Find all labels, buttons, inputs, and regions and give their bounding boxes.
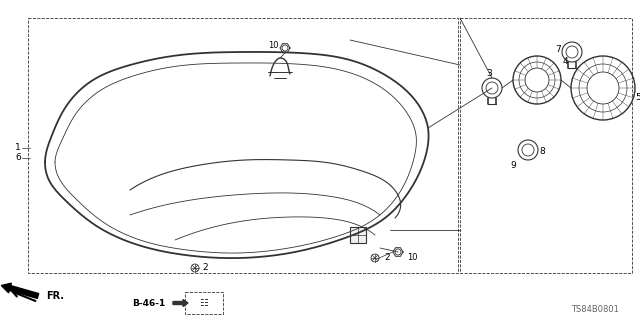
Text: 4: 4 bbox=[562, 58, 568, 67]
Text: 6: 6 bbox=[15, 154, 21, 163]
Text: 10: 10 bbox=[268, 42, 278, 51]
Text: 2: 2 bbox=[384, 253, 390, 262]
Text: ☷: ☷ bbox=[200, 298, 209, 308]
FancyArrow shape bbox=[173, 300, 188, 307]
Text: TS84B0801: TS84B0801 bbox=[571, 306, 619, 315]
Text: 9: 9 bbox=[510, 161, 516, 170]
Bar bbox=[28, 18, 458, 273]
Text: 5: 5 bbox=[635, 93, 640, 102]
Text: B-46-1: B-46-1 bbox=[132, 299, 165, 308]
Text: 10: 10 bbox=[407, 252, 417, 261]
Text: FR.: FR. bbox=[46, 291, 64, 301]
Bar bbox=[350, 227, 366, 243]
Bar bbox=[185, 292, 223, 314]
Text: 8: 8 bbox=[539, 148, 545, 156]
Bar bbox=[460, 18, 632, 273]
Text: 2: 2 bbox=[202, 263, 208, 273]
Text: 3: 3 bbox=[486, 69, 492, 78]
FancyArrow shape bbox=[1, 283, 38, 299]
Text: 1: 1 bbox=[15, 143, 21, 153]
Text: 7: 7 bbox=[555, 45, 561, 54]
